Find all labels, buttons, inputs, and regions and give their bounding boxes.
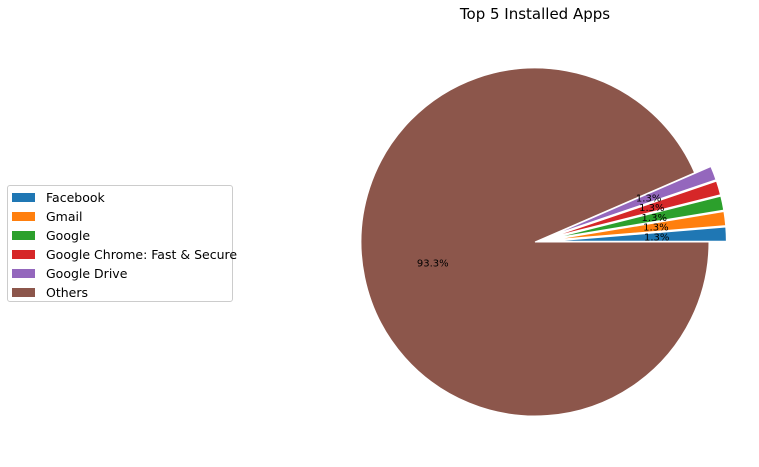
legend-item: Google Drive [12,264,127,282]
legend-label: Google Chrome: Fast & Secure [46,246,238,262]
pie-label-gmail: 1.3% [643,223,668,234]
legend-label: Gmail [46,208,83,224]
chart-title: Top 5 Installed Apps [459,5,610,23]
legend-label: Facebook [46,189,105,205]
legend-label: Google [46,227,91,243]
pie-slices [360,67,727,417]
pie-label-google-chrome-fast-secure: 1.3% [639,203,664,214]
legend-label: Google Drive [46,265,128,281]
legend-item: Facebook [12,188,105,206]
pie-percent-labels: 1.3%1.3%1.3%1.3%1.3%93.3% [417,194,670,270]
legend-item: Google [12,226,90,244]
pie-slice-others [360,67,710,417]
legend-swatch [12,192,35,202]
legend-swatch [12,211,35,221]
legend-swatch [12,230,35,240]
pie-label-google: 1.3% [642,213,667,224]
legend-item: Gmail [12,207,82,225]
pie-label-facebook: 1.3% [644,233,669,244]
legend-swatch [12,249,35,259]
legend-swatch [12,268,35,278]
pie-slice-google-drive [551,165,717,237]
pie-slice-google-chrome-fast-secure [551,180,722,238]
legend: Facebook Gmail Google Google Chrome: Fast &… [7,185,237,302]
legend-item: Google Chrome: Fast & Secure [12,245,237,263]
pie-label-others: 93.3% [417,259,449,270]
legend-swatch [12,287,35,297]
legend-label: Others [46,284,89,300]
pie-slice-google [551,195,725,239]
pie-slice-gmail [552,210,727,241]
pie-slice-facebook [552,226,727,242]
legend-item: Others [12,283,88,301]
pie-label-google-drive: 1.3% [636,194,661,205]
